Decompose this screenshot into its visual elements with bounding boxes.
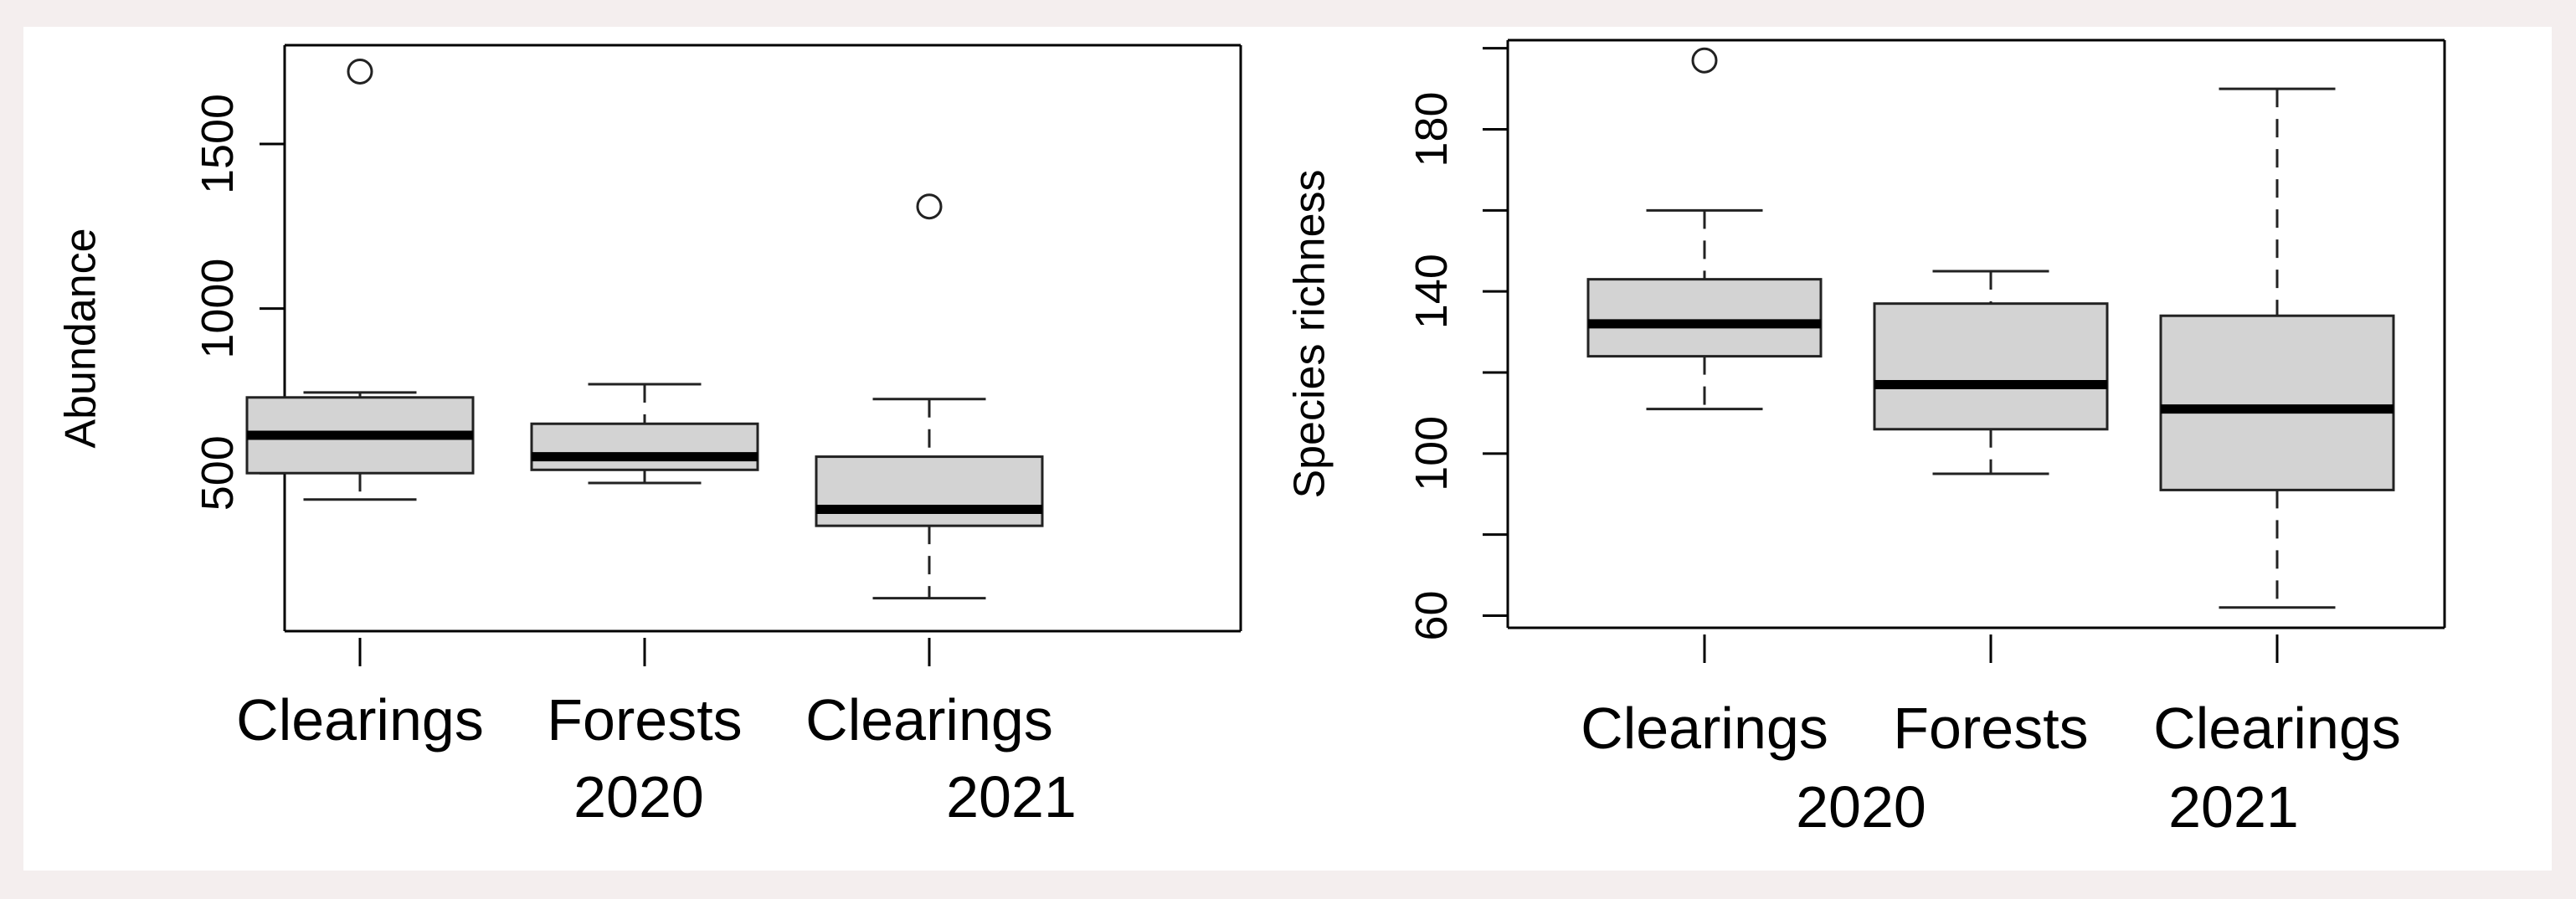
- y-axis-label: Abundance: [57, 228, 105, 448]
- box-group: [2159, 87, 2395, 663]
- y-tick-label: 100: [1406, 416, 1457, 491]
- x-group-label: 2021: [2168, 774, 2299, 840]
- box-group: [1873, 270, 2109, 663]
- y-tick-label: 180: [1406, 91, 1457, 167]
- box-group: [1586, 47, 1823, 663]
- x-group-label: 2021: [946, 764, 1077, 830]
- x-group-label: 2020: [1796, 774, 1926, 840]
- x-category-label: Clearings: [2153, 696, 2401, 761]
- y-tick-label: 500: [193, 435, 243, 511]
- iqr-box: [530, 422, 759, 471]
- iqr-box: [2159, 314, 2395, 491]
- x-category-label: Clearings: [1581, 696, 1828, 761]
- iqr-box: [815, 455, 1044, 527]
- y-tick-label: 60: [1406, 590, 1457, 640]
- box-group: [245, 58, 475, 666]
- box-group: [530, 383, 759, 666]
- outlier-point: [916, 193, 943, 220]
- x-category-label: Forests: [547, 687, 742, 753]
- y-tick-label: 1500: [193, 94, 243, 194]
- outlier-point: [347, 58, 373, 85]
- box-group: [815, 193, 1044, 666]
- iqr-box: [1586, 278, 1823, 358]
- species-richness-boxplot: 60 100 140 180 Species richness Clearings Fore…: [1286, 39, 2446, 840]
- x-category-label: Clearings: [805, 687, 1053, 753]
- y-axis-label: Species richness: [1286, 169, 1334, 498]
- x-group-label: 2020: [573, 764, 704, 830]
- x-category-label: Clearings: [236, 687, 484, 753]
- x-category-label: Forests: [1893, 696, 2088, 761]
- outlier-point: [1691, 47, 1718, 74]
- iqr-box: [1873, 302, 2109, 431]
- figure-frame: 500 1000 1500 Abundance Clearings Forests Clea…: [23, 27, 2552, 871]
- abundance-boxplot: 500 1000 1500 Abundance Clearings Forests Clea…: [57, 44, 1242, 830]
- y-tick-label: 1000: [193, 259, 243, 359]
- figure: 500 1000 1500 Abundance Clearings Forests Clea…: [57, 39, 2446, 840]
- y-tick-label: 140: [1406, 254, 1457, 329]
